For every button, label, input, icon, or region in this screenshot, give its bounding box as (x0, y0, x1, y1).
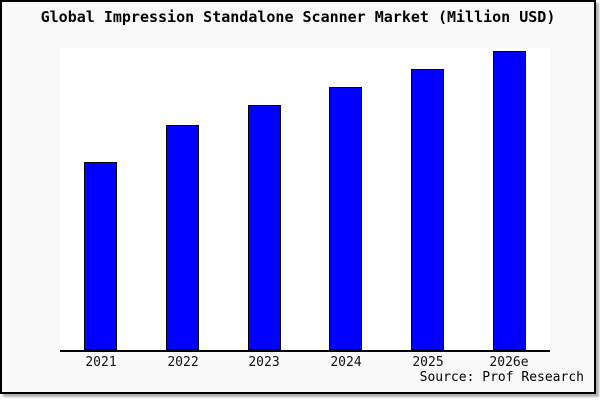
bar (248, 105, 281, 350)
bar (329, 87, 362, 350)
x-tick-label: 2021 (85, 355, 117, 370)
x-tick-label: 2022 (167, 355, 199, 370)
bar (493, 51, 526, 350)
chart-card: Global Impression Standalone Scanner Mar… (0, 0, 596, 394)
plot-area (60, 48, 550, 352)
x-tick-labels: 2021 2022 2023 2024 2025 2026e (60, 355, 550, 371)
x-tick-label: 2024 (330, 355, 362, 370)
x-tick-label: 2023 (248, 355, 280, 370)
x-tick-label: 2025 (412, 355, 444, 370)
bar (411, 69, 444, 350)
bar (166, 125, 199, 350)
x-axis-line (60, 350, 550, 352)
source-credit: Source: Prof Research (419, 370, 584, 385)
x-tick-label: 2026e (489, 355, 529, 370)
bar (84, 162, 117, 350)
chart-title: Global Impression Standalone Scanner Mar… (40, 8, 556, 26)
